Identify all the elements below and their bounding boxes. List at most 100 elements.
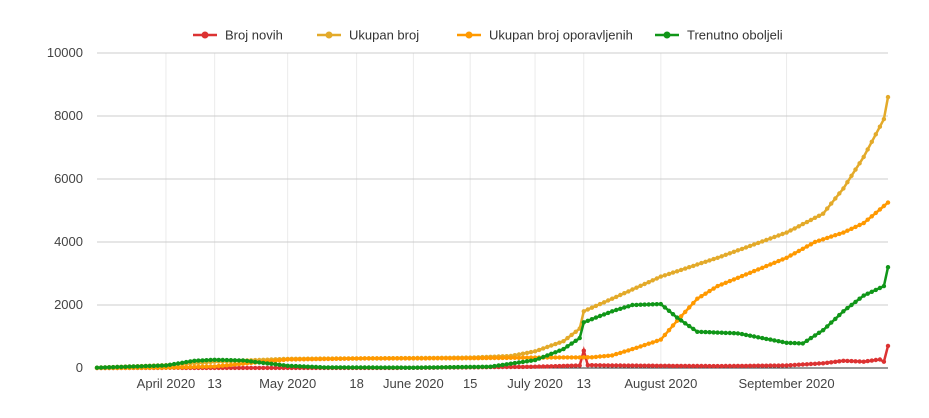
series-point-1 — [723, 363, 728, 369]
series-point-3 — [476, 356, 481, 361]
series-point-3 — [322, 356, 327, 362]
series-point-3 — [224, 363, 229, 368]
series-point-4 — [443, 365, 449, 370]
series-point-2 — [626, 289, 631, 294]
series-point-2 — [541, 346, 546, 351]
series-point-1 — [727, 363, 732, 369]
series-point-3 — [703, 291, 708, 296]
series-point-2 — [853, 167, 858, 172]
series-point-3 — [520, 355, 526, 360]
series-point-1 — [638, 363, 643, 368]
series-point-3 — [589, 355, 595, 360]
series-point-3 — [610, 353, 615, 358]
series-point-4 — [192, 358, 197, 363]
series-point-3 — [784, 255, 789, 260]
series-point-3 — [808, 242, 814, 247]
series-point-4 — [504, 362, 509, 367]
series-point-1 — [711, 363, 716, 369]
series-point-2 — [723, 252, 728, 257]
series-point-1 — [719, 363, 724, 369]
series-point-3 — [188, 364, 193, 370]
series-point-4 — [723, 330, 728, 336]
series-point-3 — [829, 234, 834, 239]
series-point-4 — [678, 318, 684, 323]
series-point-2 — [658, 274, 663, 279]
series-point-4 — [281, 363, 286, 368]
series-point-3 — [500, 355, 505, 361]
series-point-3 — [330, 356, 335, 362]
series-point-4 — [845, 305, 850, 311]
series-point-4 — [853, 299, 858, 305]
series-point-2 — [857, 161, 862, 166]
series-point-4 — [674, 315, 680, 320]
series-point-2 — [764, 237, 769, 243]
series-point-1 — [683, 363, 688, 369]
series-point-2 — [516, 352, 522, 357]
series-point-4 — [557, 348, 562, 353]
series-point-2 — [881, 116, 887, 122]
series-point-2 — [780, 231, 785, 237]
series-point-4 — [317, 365, 323, 370]
series-point-1 — [508, 364, 513, 370]
series-point-4 — [175, 361, 181, 366]
series-point-4 — [743, 332, 749, 338]
series-point-3 — [204, 364, 209, 369]
series-point-4 — [820, 328, 826, 333]
series-point-4 — [277, 362, 282, 367]
series-point-4 — [865, 291, 870, 296]
series-point-4 — [350, 365, 355, 370]
series-point-3 — [468, 356, 473, 361]
series-point-3 — [459, 356, 465, 361]
series-point-4 — [764, 336, 769, 342]
series-point-3 — [317, 356, 323, 362]
series-point-3 — [820, 237, 826, 242]
series-point-4 — [399, 365, 404, 370]
series-point-4 — [662, 305, 668, 310]
series-point-3 — [443, 356, 449, 361]
series-point-4 — [374, 365, 380, 370]
series-point-1 — [784, 363, 789, 368]
series-point-1 — [792, 362, 797, 368]
series-point-4 — [646, 302, 651, 307]
series-point-1 — [561, 363, 566, 369]
series-point-4 — [816, 330, 822, 335]
series-point-3 — [715, 283, 720, 289]
series-point-4 — [808, 335, 814, 341]
series-point-3 — [447, 356, 453, 361]
series-point-2 — [885, 94, 891, 100]
series-point-1 — [881, 359, 887, 364]
series-point-3 — [492, 355, 497, 361]
series-point-4 — [232, 358, 238, 363]
series-point-4 — [812, 333, 818, 338]
series-point-1 — [772, 363, 777, 368]
series-point-2 — [784, 230, 789, 235]
series-point-1 — [634, 363, 639, 368]
series-point-1 — [873, 357, 878, 363]
series-point-3 — [301, 357, 307, 362]
series-point-1 — [658, 363, 663, 368]
series-point-4 — [731, 331, 737, 336]
series-point-3 — [374, 356, 380, 361]
series-point-4 — [593, 315, 599, 320]
series-point-2 — [825, 206, 830, 211]
series-point-3 — [512, 355, 517, 360]
series-point-3 — [614, 351, 619, 357]
series-point-4 — [829, 320, 834, 325]
series-point-4 — [468, 364, 473, 370]
series-point-4 — [622, 305, 627, 310]
series-point-3 — [366, 356, 371, 361]
series-point-4 — [610, 309, 615, 314]
series-point-4 — [861, 293, 866, 298]
series-point-3 — [362, 356, 367, 361]
series-point-4 — [605, 310, 611, 316]
series-point-2 — [829, 201, 834, 206]
series-point-2 — [849, 173, 854, 178]
series-point-1 — [699, 363, 704, 369]
series-point-2 — [662, 273, 668, 278]
series-point-3 — [849, 226, 854, 231]
series-point-2 — [610, 296, 615, 301]
series-point-4 — [236, 358, 242, 363]
series-point-2 — [715, 255, 720, 260]
series-point-1 — [816, 361, 822, 366]
series-point-3 — [342, 356, 347, 361]
